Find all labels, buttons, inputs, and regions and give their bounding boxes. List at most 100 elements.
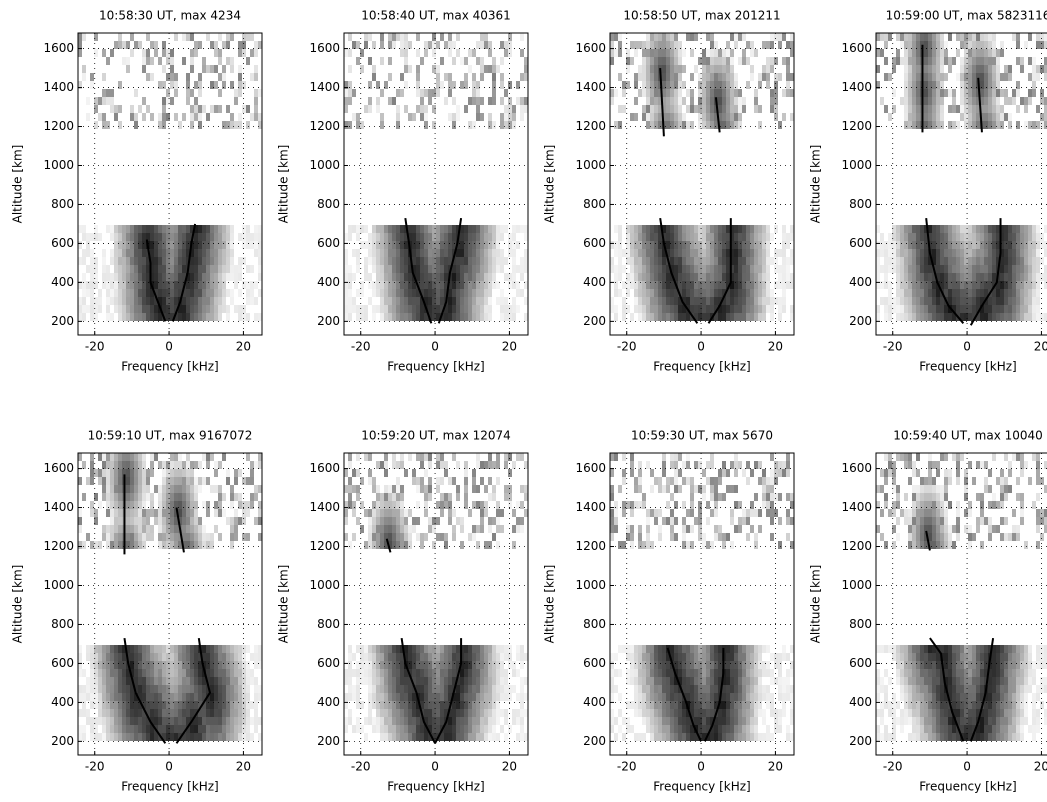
shade-cell [452, 717, 456, 725]
shade-cell [484, 693, 488, 701]
shade-cell [920, 297, 924, 305]
shade-cell [698, 105, 702, 113]
shade-cell [344, 281, 348, 289]
shade-cell [94, 645, 98, 653]
shade-cell [238, 89, 242, 97]
shade-cell [702, 89, 706, 97]
shade-cell [512, 265, 516, 273]
shade-cell [1008, 113, 1012, 121]
shade-cell [980, 289, 984, 297]
shade-cell [174, 493, 178, 501]
shade-cell [142, 97, 146, 105]
shade-cell [674, 73, 678, 81]
shade-cell [464, 733, 468, 741]
shade-cell [912, 281, 916, 289]
shade-cell [106, 533, 110, 541]
shade-cell [610, 305, 614, 313]
x-axis-label: Frequency [kHz] [387, 780, 484, 794]
shade-cell [790, 33, 794, 41]
shade-cell [944, 289, 948, 297]
shade-cell [460, 725, 464, 733]
shade-cell [480, 281, 484, 289]
shade-cell [508, 725, 512, 733]
shade-cell [420, 89, 424, 97]
shade-cell [138, 733, 142, 741]
shade-cell [258, 265, 262, 273]
shade-cell [452, 41, 456, 49]
shade-cell [980, 265, 984, 273]
shade-cell [1028, 233, 1032, 241]
shade-cell [230, 265, 234, 273]
shade-cell [722, 305, 726, 313]
shade-cell [146, 225, 150, 233]
shade-cell [980, 89, 984, 97]
shade-cell [106, 645, 110, 653]
shade-cell [182, 653, 186, 661]
shade-cell [710, 33, 714, 41]
shade-cell [520, 517, 524, 525]
shade-cell [734, 73, 738, 81]
shade-cell [618, 289, 622, 297]
shade-cell [452, 525, 456, 533]
shade-cell [150, 233, 154, 241]
shade-cell [492, 265, 496, 273]
shade-cell [436, 233, 440, 241]
x-tick-label: -20 [85, 340, 105, 354]
shade-cell [258, 453, 262, 461]
shade-cell [484, 509, 488, 517]
shade-cell [876, 265, 880, 273]
shade-cell [142, 525, 146, 533]
shade-cell [456, 305, 460, 313]
shade-cell [440, 533, 444, 541]
shade-cell [190, 461, 194, 469]
shade-cell [924, 313, 928, 321]
shade-cell [416, 701, 420, 709]
shade-cell [416, 241, 420, 249]
shade-cell [400, 453, 404, 461]
shade-cell [774, 33, 778, 41]
shade-cell [670, 73, 674, 81]
shade-cell [126, 453, 130, 461]
shade-cell [488, 525, 492, 533]
shade-cell [702, 281, 706, 289]
shade-cell [94, 653, 98, 661]
shade-cell [730, 73, 734, 81]
shade-cell [968, 65, 972, 73]
shade-cell [90, 73, 94, 81]
shade-cell [908, 313, 912, 321]
shade-cell [392, 501, 396, 509]
shade-cell [666, 241, 670, 249]
shade-cell [428, 493, 432, 501]
shade-cell [86, 685, 90, 693]
shade-cell [880, 33, 884, 41]
shade-cell [520, 49, 524, 57]
shade-cell [348, 477, 352, 485]
shade-cell [500, 41, 504, 49]
shade-cell [130, 265, 134, 273]
shade-cell [666, 233, 670, 241]
shade-cell [420, 693, 424, 701]
shade-cell [484, 661, 488, 669]
shade-cell [356, 289, 360, 297]
shade-cell [218, 725, 222, 733]
shade-cell [162, 249, 166, 257]
shade-cell [106, 501, 110, 509]
shade-cell [420, 97, 424, 105]
shade-cell [134, 485, 138, 493]
axes-frame [609, 32, 795, 336]
shade-cell [980, 313, 984, 321]
shade-cell [78, 477, 82, 485]
shade-cell [468, 257, 472, 265]
shade-cell [194, 477, 198, 485]
shade-cell [408, 289, 412, 297]
shade-cell [626, 65, 630, 73]
shade-cell [614, 289, 618, 297]
shade-cell [774, 249, 778, 257]
shade-cell [654, 225, 658, 233]
shade-cell [380, 685, 384, 693]
shade-cell [146, 533, 150, 541]
shade-cell [424, 493, 428, 501]
shade-cell [476, 461, 480, 469]
shade-cell [134, 225, 138, 233]
shade-cell [424, 509, 428, 517]
